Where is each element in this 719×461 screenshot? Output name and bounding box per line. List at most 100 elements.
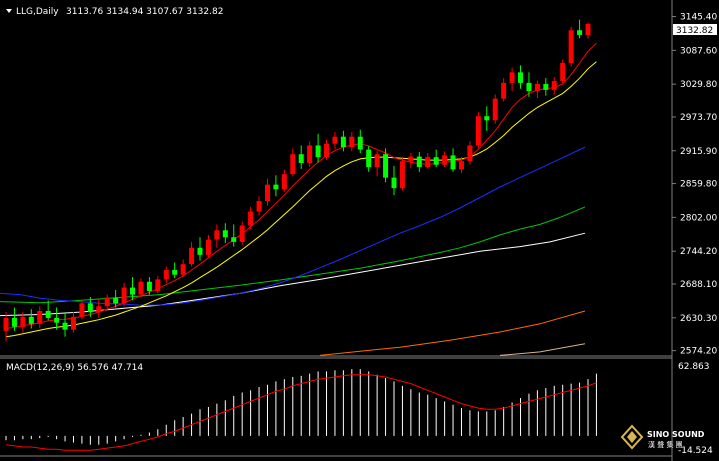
candle-body — [560, 62, 566, 82]
candle-body — [374, 154, 380, 168]
candle-body — [256, 201, 262, 212]
candle-body — [11, 317, 17, 327]
sino-sound-logo: SINO SOUND 漢 聲 集 團 — [620, 424, 705, 450]
price-tick-label: 2859.80 — [680, 180, 717, 190]
candle-body — [534, 84, 540, 92]
candle-body — [425, 157, 431, 168]
candle-body — [264, 184, 270, 202]
candle-body — [543, 84, 549, 90]
candle-body — [307, 145, 313, 163]
logo-brand-en: SINO SOUND — [647, 430, 705, 439]
candle-body — [248, 211, 254, 226]
candle-body — [501, 82, 507, 99]
candle-body — [205, 239, 211, 255]
ma-tan-line — [499, 343, 586, 356]
dropdown-triangle-icon[interactable] — [6, 9, 12, 13]
candle-body — [315, 145, 321, 158]
candle-body — [189, 247, 195, 265]
candle-body — [45, 310, 51, 318]
candle-body — [28, 316, 34, 324]
candle-body — [408, 156, 414, 162]
candle-body — [585, 23, 591, 36]
candle-body — [568, 30, 574, 63]
ma-fast-line — [5, 42, 597, 329]
candle-body — [20, 316, 26, 327]
macd-top-label: 62.863 — [678, 362, 710, 372]
candle-body — [3, 317, 9, 331]
current-price-tag — [673, 24, 717, 35]
symbol-label: LLG,Daily — [16, 7, 59, 17]
candle-body — [62, 322, 68, 330]
candle-body — [442, 155, 448, 165]
candlestick-series — [3, 19, 591, 342]
candle-body — [484, 116, 490, 121]
candle-body — [391, 177, 397, 189]
candle-body — [146, 281, 152, 292]
candle-body — [130, 287, 136, 295]
candle-body — [399, 161, 405, 189]
candle-body — [155, 279, 161, 292]
price-tick-label: 2802.00 — [680, 213, 717, 223]
logo-diamond-icon — [620, 424, 644, 450]
candle-body — [383, 154, 389, 178]
candle-body — [298, 154, 304, 163]
ma-orange-line — [319, 310, 586, 356]
price-tick-label: 2973.70 — [680, 113, 717, 123]
candle-body — [163, 270, 169, 280]
candle-body — [290, 154, 296, 175]
candle-body — [332, 136, 338, 144]
candle-body — [526, 82, 532, 92]
price-tick-label: 2574.20 — [680, 347, 717, 357]
candle-body — [54, 317, 60, 323]
candle-body — [37, 310, 43, 324]
candle-body — [416, 156, 422, 168]
macd-signal-line — [5, 374, 597, 451]
candle-body — [340, 136, 346, 148]
price-tick-label: 3029.80 — [680, 80, 717, 90]
candle-body — [214, 230, 220, 240]
moving-average-lines — [0, 42, 597, 356]
candle-body — [96, 306, 102, 313]
candle-body — [458, 161, 464, 170]
macd-pane — [5, 369, 597, 451]
candle-body — [138, 281, 144, 295]
candle-body — [475, 116, 481, 146]
candle-body — [509, 72, 515, 83]
price-tick-label: 3145.40 — [680, 13, 717, 23]
macd-title: MACD(12,26,9) 56.576 47.714 — [6, 363, 143, 373]
logo-brand-cn: 漢 聲 集 團 — [648, 440, 683, 449]
candle-body — [467, 145, 473, 162]
ma-green-line — [0, 206, 586, 304]
price-tick-label: 2915.90 — [680, 147, 717, 157]
candle-body — [281, 174, 287, 190]
ma-blue-line — [0, 146, 586, 306]
candle-body — [492, 98, 498, 121]
candle-body — [433, 157, 439, 165]
candle-body — [79, 303, 85, 317]
candle-body — [577, 30, 583, 35]
candle-body — [551, 81, 557, 90]
candle-body — [273, 184, 279, 190]
candle-body — [113, 297, 119, 304]
candle-body — [104, 297, 110, 307]
candle-body — [121, 287, 127, 304]
candle-body — [239, 225, 245, 242]
ohlc-values: 3113.76 3134.94 3107.67 3132.82 — [66, 7, 223, 17]
candle-body — [70, 316, 76, 330]
candle-body — [197, 247, 203, 255]
macd-bottom-label: -14.524 — [678, 446, 713, 456]
candle-body — [357, 136, 363, 150]
price-tick-label: 2630.30 — [680, 314, 717, 324]
candle-body — [324, 143, 330, 158]
candle-body — [518, 72, 524, 83]
price-tick-label: 2688.10 — [680, 280, 717, 290]
candle-body — [180, 264, 186, 275]
candle-body — [349, 136, 355, 148]
candle-body — [172, 270, 178, 275]
price-tick-label: 3087.60 — [680, 46, 717, 56]
price-axis: 3145.40 3087.60 3029.80 2973.70 2915.90 2859.… — [672, 13, 717, 357]
candle-body — [222, 230, 228, 238]
candle-body — [231, 237, 237, 242]
